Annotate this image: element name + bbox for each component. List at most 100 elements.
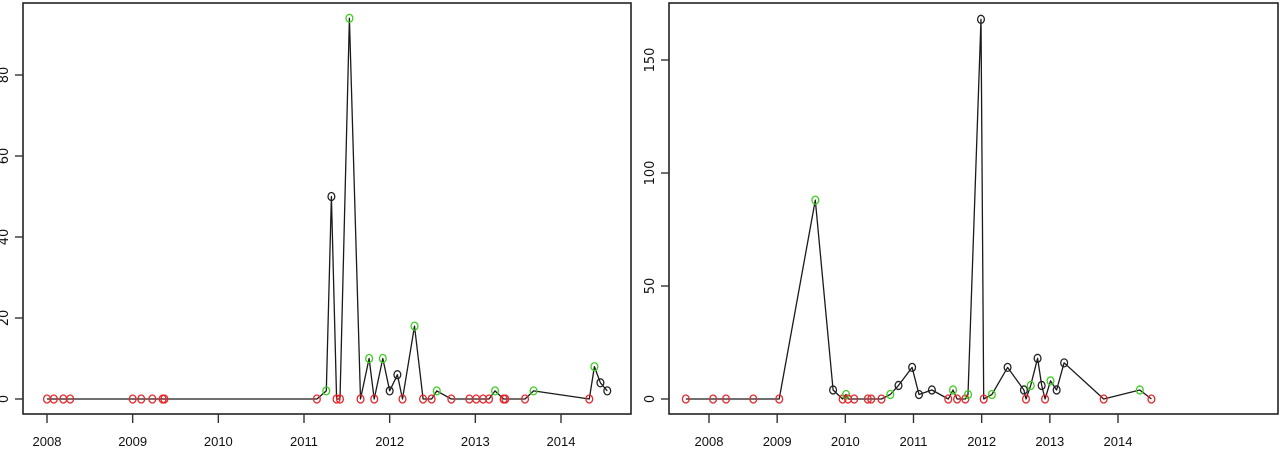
data-point-black — [1033, 353, 1042, 363]
data-point-green — [322, 386, 331, 396]
data-point-green — [378, 353, 387, 364]
x-tick-label: 2014 — [547, 434, 576, 449]
data-point-red — [398, 394, 407, 404]
y-tick-label: 80 — [0, 67, 12, 84]
data-point-green — [432, 386, 441, 396]
data-point-red — [370, 394, 379, 404]
data-point-black — [927, 385, 936, 395]
data-point-black — [596, 378, 605, 388]
y-tick-label: 60 — [0, 148, 12, 165]
data-point-red — [520, 394, 530, 404]
right-plot: 2008 2009 2010 2011 2012 2013 2014 0 50 100 150 — [643, 2, 1279, 449]
data-point-black — [1003, 362, 1012, 373]
data-point-black — [976, 14, 986, 24]
data-point-green — [811, 195, 820, 205]
data-point-black — [1037, 380, 1046, 391]
data-point-red — [419, 394, 428, 404]
data-point-green — [365, 353, 374, 364]
data-point-red — [137, 394, 146, 404]
x-tick-label: 2012 — [967, 434, 996, 449]
data-point-red — [681, 394, 690, 404]
data-point-green — [490, 386, 500, 396]
data-point-red — [478, 394, 488, 404]
data-point-black — [385, 386, 394, 396]
x-tick-label: 2014 — [1104, 434, 1133, 449]
data-point-black — [894, 380, 903, 391]
data-point-red — [844, 394, 853, 404]
data-point-black — [603, 386, 612, 396]
data-point-green — [590, 361, 599, 372]
y-tick-label: 0 — [0, 395, 12, 403]
data-point-red — [585, 394, 594, 404]
x-axis: 2008 2009 2010 2011 2012 2013 2014 — [695, 414, 1133, 449]
data-point-red — [484, 394, 494, 404]
data-point-red — [863, 394, 872, 404]
x-tick-label: 2010 — [204, 434, 233, 449]
data-point-red — [709, 394, 718, 404]
data-point-red — [1099, 394, 1108, 404]
x-tick-label: 2011 — [290, 434, 318, 449]
data-point-black — [327, 191, 336, 202]
data-point-green — [987, 389, 996, 400]
data-point-red — [66, 394, 75, 404]
data-point-green — [1135, 385, 1144, 395]
y-tick-label: 100 — [643, 161, 658, 186]
y-tick-label: 150 — [643, 48, 658, 73]
data-point-red — [332, 394, 341, 404]
data-point-black — [1019, 385, 1028, 395]
data-point-red — [867, 394, 876, 404]
plot-frame — [668, 2, 1279, 415]
data-point-black — [908, 362, 917, 373]
data-point-red — [1021, 394, 1031, 404]
data-point-red — [128, 394, 137, 404]
data-point-green — [841, 389, 851, 400]
data-point-black — [1052, 385, 1061, 395]
y-axis: 0 20 40 60 80 — [0, 67, 23, 403]
data-point-red — [749, 394, 758, 404]
x-tick-label: 2010 — [831, 434, 860, 449]
data-point-green — [345, 13, 354, 23]
data-point-green — [410, 321, 419, 331]
point-markers — [42, 13, 612, 404]
y-tick-label: 20 — [0, 310, 12, 327]
data-point-red — [356, 394, 365, 404]
data-point-red — [335, 394, 345, 404]
y-tick-label: 50 — [643, 278, 658, 295]
x-tick-label: 2008 — [33, 434, 62, 449]
data-point-red — [979, 394, 988, 404]
x-tick-label: 2013 — [1035, 434, 1064, 449]
data-point-red — [312, 394, 321, 404]
data-point-red — [49, 394, 58, 404]
data-point-red — [501, 394, 510, 404]
y-axis: 0 50 100 150 — [643, 48, 669, 403]
data-point-red — [1041, 394, 1050, 404]
data-point-red — [850, 394, 859, 404]
series-line — [685, 18, 1152, 400]
data-point-red — [721, 394, 731, 404]
y-tick-label: 40 — [0, 229, 12, 246]
plot-frame — [22, 2, 632, 415]
data-point-green — [1046, 376, 1055, 386]
series-line — [47, 17, 608, 400]
x-tick-label: 2009 — [763, 434, 792, 449]
data-point-black — [829, 385, 838, 395]
data-point-red — [160, 394, 169, 404]
data-point-green — [886, 389, 895, 400]
data-point-red — [447, 394, 456, 404]
data-point-red — [775, 394, 784, 404]
left-plot: 2008 2009 2010 2011 2012 2013 2014 0 20 40 60 80 — [0, 2, 632, 449]
data-point-black — [1060, 358, 1069, 368]
data-point-red — [1147, 394, 1156, 404]
data-point-red — [953, 394, 962, 404]
x-tick-label: 2011 — [900, 434, 928, 449]
data-point-red — [427, 394, 436, 404]
data-point-green — [963, 389, 973, 400]
data-point-green — [1026, 380, 1035, 391]
x-tick-label: 2013 — [461, 434, 490, 449]
data-point-green — [948, 385, 958, 395]
data-point-black — [393, 370, 402, 380]
y-tick-label: 0 — [643, 395, 658, 403]
data-point-red — [148, 394, 157, 404]
x-axis: 2008 2009 2010 2011 2012 2013 2014 — [33, 414, 576, 449]
